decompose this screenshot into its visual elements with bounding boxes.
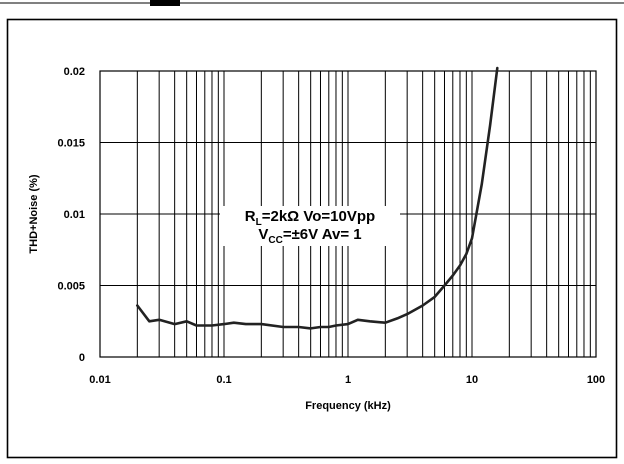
y-tick-label: 0.01 xyxy=(64,209,85,221)
x-axis-ticks: 0.01 0.1 1 10 100 xyxy=(89,374,605,386)
annotation-line-2: VCC=±6V Av= 1 xyxy=(258,226,361,246)
series-line xyxy=(136,66,499,330)
x-tick-label: 0.1 xyxy=(216,374,231,386)
y-tick-label: 0.015 xyxy=(57,138,85,150)
y-axis-label: THD+Noise (%) xyxy=(28,174,40,253)
annotation-line-1: RL=2kΩ Vo=10Vpp xyxy=(245,208,375,228)
series-layer xyxy=(136,66,499,330)
x-axis-label: Frequency (kHz) xyxy=(305,400,391,412)
top-tab xyxy=(150,0,180,6)
x-tick-label: 0.01 xyxy=(89,374,110,386)
annotation-background xyxy=(220,206,400,246)
y-axis-ticks: 0 0.005 0.01 0.015 0.02 xyxy=(57,66,85,364)
plot-area xyxy=(99,70,597,358)
x-tick-label: 10 xyxy=(466,374,478,386)
y-tick-label: 0 xyxy=(79,352,85,364)
x-tick-label: 1 xyxy=(345,374,351,386)
y-tick-label: 0.005 xyxy=(57,281,85,293)
y-tick-label: 0.02 xyxy=(64,66,85,78)
x-tick-label: 100 xyxy=(587,374,605,386)
